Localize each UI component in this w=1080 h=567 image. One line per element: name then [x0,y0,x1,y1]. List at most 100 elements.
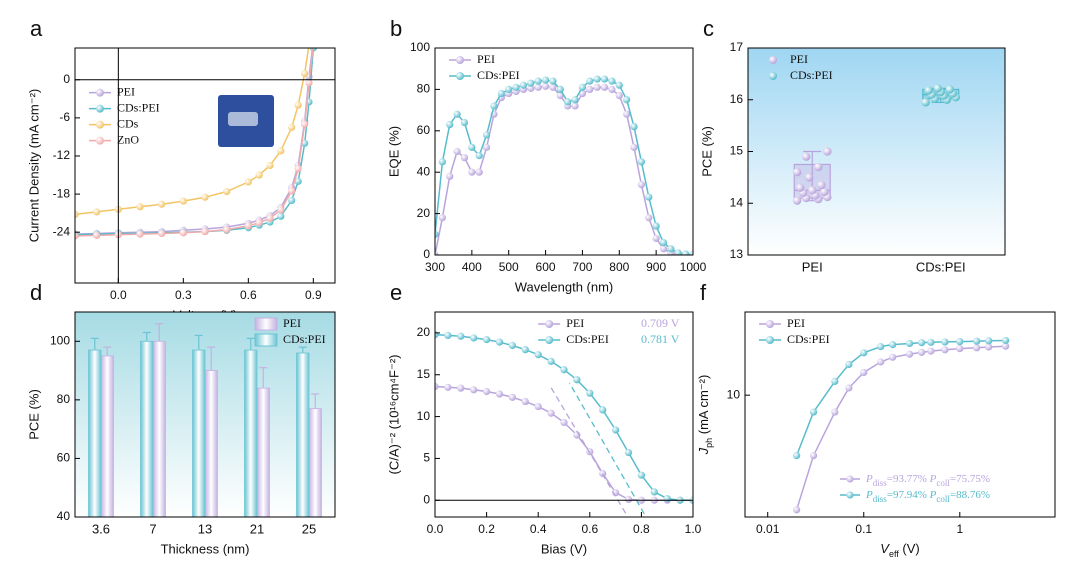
data-point [307,48,311,49]
y-tick-label: 60 [57,451,71,465]
y-axis-label: Jph (mA cm⁻²) [696,375,714,456]
data-point [905,350,914,358]
data-point [823,147,832,156]
data-point [612,426,620,434]
series-line [435,385,693,502]
legend-label: CDs:PEI [790,68,833,82]
plot-area [792,84,961,205]
data-point [483,387,491,396]
data-point [809,452,818,460]
data-point [792,168,802,177]
data-point [201,193,209,201]
data-point [446,172,454,180]
data-point [93,231,101,239]
bar [88,349,102,517]
y-axis-label: Current Density (mA cm⁻²) [26,89,41,243]
bar [296,352,310,517]
plot-frame [434,47,694,256]
legend-label: PEI [787,316,805,330]
label-part: diss [873,494,888,504]
data-point [534,83,542,91]
data-point [659,238,668,247]
legend-label: PEI [566,316,584,330]
legend-marker [456,56,464,64]
data-point [483,131,491,139]
y-tick-label: 14 [730,195,744,209]
bar [308,408,322,517]
legend-label: PEI [477,52,495,66]
data-point [985,343,993,351]
data-point [941,346,949,354]
data-point [817,180,826,190]
legend-label: ZnO [117,132,139,146]
fit-line [550,386,627,514]
data-point [310,19,317,26]
fit-line [568,382,645,515]
legend-marker [769,56,777,64]
data-point [294,177,302,185]
data-point [808,186,817,195]
data-point [593,75,601,83]
data-point [805,173,814,182]
x-tick-label: 0.0 [427,522,444,536]
plot-frame [74,311,336,518]
label-part: (mA cm⁻²) [696,375,711,438]
plot-frame [747,47,1006,256]
data-point [905,339,914,348]
bar [244,349,258,517]
legend-swatch [254,317,278,331]
x-axis-label: Wavelength (nm) [515,279,614,294]
label-part: eff [889,549,899,559]
data-point [534,77,542,85]
y-axis-label: PCE (%) [699,126,714,177]
data-point [475,152,483,160]
y-tick-label: -6 [59,110,70,124]
data-point [927,347,935,355]
x-tick-label: 0.8 [633,522,650,536]
data-point [682,250,690,255]
panel: e 0 5 10 15 20 0.0 0.2 0.4 0.6 0.8 1.0 Bias (V) (C/A)… [386,280,701,557]
data-point [495,338,504,346]
data-point [453,110,461,118]
data-point [1002,342,1010,350]
label-part: coll [936,478,950,488]
data-point [623,96,631,104]
x-tick-label: 13 [198,521,212,536]
plot-area [793,336,1010,514]
legend-label: PEI [790,52,808,66]
panel-label: d [30,280,42,305]
intercept-label: 0.709 V [641,316,680,330]
data-point [497,89,505,98]
x-tick-label: 0.4 [530,522,547,536]
data-point [435,251,439,255]
panel: d 40 60 80 100 3.6 7 13 21 25 Thickness (nm) PCE (%… [26,280,336,556]
data-point [917,339,926,347]
legend: PEI CDs:PEI [254,316,326,347]
x-axis-label: Bias (V) [541,541,587,556]
panel: a0-6-12-18-240.00.30.60.9Voltage (V)Curr… [26,16,336,322]
data-point [223,187,231,196]
data-point [973,337,981,345]
data-point [305,79,313,87]
data-point [255,219,263,227]
data-point [941,338,949,346]
data-point [571,96,579,104]
data-point [158,200,166,208]
panel: b 0 20 40 60 80 100 300 400 500 600 700 800 900 1000 Wa… [386,16,706,295]
y-tick-label: 80 [57,392,71,406]
data-point [985,337,993,345]
data-point [945,85,955,94]
x-tick-label: 300 [425,260,445,274]
inset-device [228,112,258,126]
data-point [667,245,675,253]
data-point [444,383,452,391]
data-point [624,495,633,504]
bar [152,340,166,517]
label-part: P [929,473,937,485]
data-point [877,358,885,366]
legend-marker [96,104,104,113]
label-part: =93.77% [887,473,930,485]
data-point [802,152,811,161]
legend-marker [766,336,774,344]
data-point [860,349,868,357]
